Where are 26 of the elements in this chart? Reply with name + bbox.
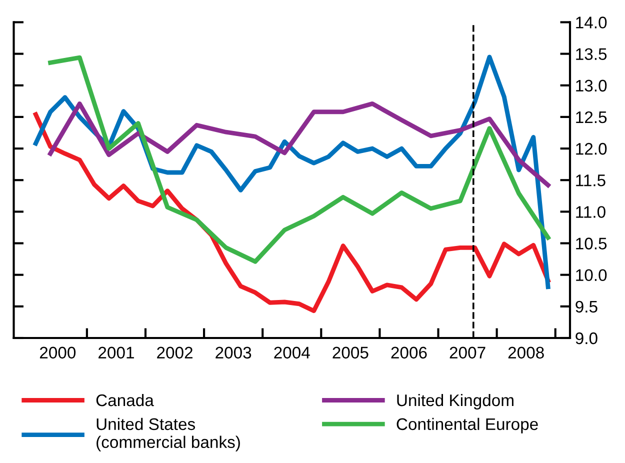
y-tick-label: 11.0 [576,206,606,218]
x-tick-label: 2006 [391,346,427,359]
x-tick-label: 2001 [98,346,134,359]
legend-label: Continental Europe [396,418,538,434]
y-tick-label: 9.0 [576,332,598,344]
y-tick-label: 14.0 [576,16,607,28]
x-tick-label: 2004 [274,346,310,359]
legend-label: Canada [96,394,154,406]
y-tick-label: 12.5 [576,111,607,124]
line-series [48,101,550,188]
y-tick-label: 13.0 [576,80,607,92]
y-tick-label: 12.0 [576,142,607,155]
legend-label: United States (commercial banks) [96,418,240,452]
legend-label: United Kingdom [397,394,514,410]
x-tick-label: 2003 [216,346,252,359]
line-series [33,112,550,314]
y-tick-label: 9.5 [576,300,598,313]
x-tick-label: 2007 [450,346,486,359]
x-tick-label: 2002 [157,346,192,359]
y-tick-label: 10.5 [576,238,607,250]
x-tick-label: 2005 [332,346,368,359]
y-tick-label: 10.0 [576,269,607,282]
x-tick-label: 2000 [40,346,76,359]
x-tick-label: 2008 [508,346,544,359]
y-tick-label: 11.5 [576,174,606,186]
y-tick-label: 13.5 [576,48,607,60]
